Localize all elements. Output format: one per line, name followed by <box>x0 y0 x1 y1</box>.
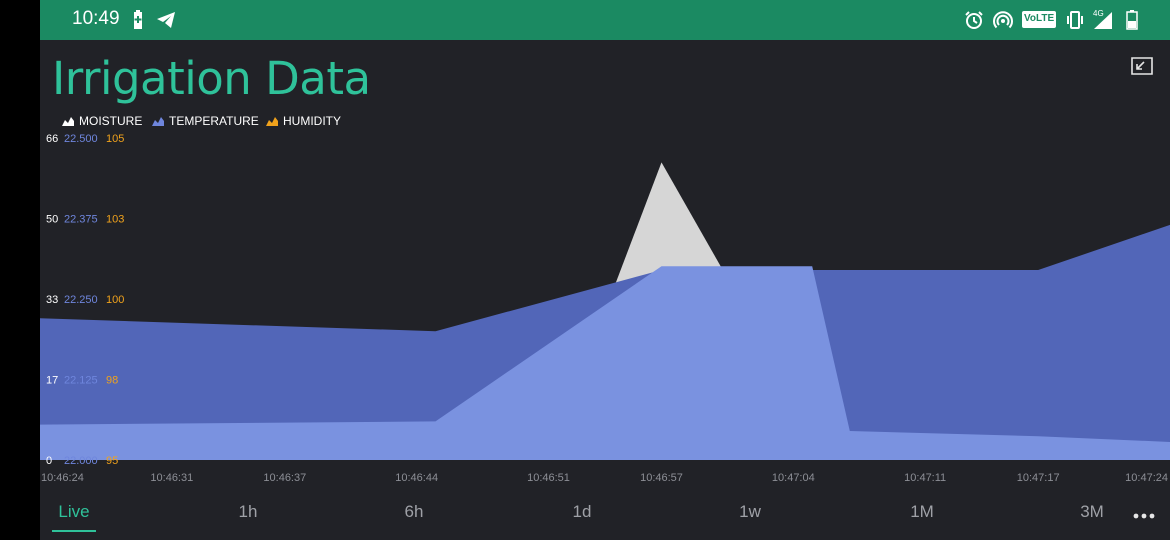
x-tick-label: 10:46:57 <box>640 472 683 484</box>
y-tick-label-humidity: 100 <box>106 294 124 306</box>
y-tick-label-moisture: 66 <box>46 133 58 145</box>
y-tick-label-temperature: 22.250 <box>64 294 98 306</box>
tab-live[interactable]: Live <box>58 502 90 521</box>
tab-1w[interactable]: 1w <box>739 502 761 521</box>
active-tab-indicator <box>52 530 96 532</box>
area-chart-icon <box>62 117 74 126</box>
irrigation-chart[interactable]: 66 50 33 17 0 22.500 22.375 22.250 22.125 22.000 1… <box>40 0 1170 496</box>
app-screen: 10:49 VoLTE 4G <box>40 0 1170 540</box>
status-bar: 10:49 VoLTE 4G <box>40 0 1170 40</box>
telegram-icon <box>157 12 175 28</box>
y-tick-label-moisture: 50 <box>46 214 58 226</box>
alarm-icon <box>965 11 983 29</box>
page-title: Irrigation Data <box>52 52 371 105</box>
y-tick-label-humidity: 105 <box>106 133 124 145</box>
x-tick-label: 10:46:37 <box>263 472 306 484</box>
network-type-label: 4G <box>1093 9 1104 18</box>
y-tick-label-moisture: 33 <box>46 294 58 306</box>
y-tick-label-temperature: 22.125 <box>64 375 98 387</box>
y-tick-label-temperature: 22.375 <box>64 214 98 226</box>
y-tick-label-temperature: 22.500 <box>64 133 98 145</box>
vibrate-icon <box>1067 11 1083 29</box>
range-tabs: Live 1h 6h 1d 1w 1M 3M <box>40 496 1170 540</box>
x-tick-label: 10:46:51 <box>527 472 570 484</box>
legend-label: TEMPERATURE <box>169 114 259 128</box>
battery-icon <box>1126 10 1138 30</box>
series-area-temperature <box>40 266 1170 460</box>
tab-1h[interactable]: 1h <box>238 502 258 521</box>
signal-icon <box>1094 12 1112 29</box>
battery-saver-icon <box>134 10 142 29</box>
legend-label: MOISTURE <box>79 114 143 128</box>
tab-3m[interactable]: 3M <box>1080 502 1104 521</box>
x-tick-label: 10:47:11 <box>904 472 946 484</box>
x-tick-label: 10:46:44 <box>395 472 438 484</box>
more-options-icon[interactable] <box>1132 510 1156 522</box>
y-tick-label-temperature: 22.000 <box>64 455 98 467</box>
exit-fullscreen-icon[interactable] <box>1130 56 1154 76</box>
x-tick-label: 10:46:24 <box>41 472 84 484</box>
x-tick-label: 10:47:24 <box>1125 472 1168 484</box>
y-tick-label-humidity: 103 <box>106 214 124 226</box>
x-tick-label: 10:47:04 <box>772 472 815 484</box>
volte-badge: VoLTE <box>1022 11 1056 28</box>
x-tick-label: 10:47:17 <box>1017 472 1060 484</box>
area-chart-icon <box>266 117 278 126</box>
y-tick-label-humidity: 98 <box>106 375 118 387</box>
area-chart-icon <box>152 117 164 126</box>
status-clock: 10:49 <box>72 8 120 29</box>
tab-1m[interactable]: 1M <box>910 502 934 521</box>
y-tick-label-humidity: 95 <box>106 455 118 467</box>
x-tick-label: 10:46:31 <box>150 472 193 484</box>
hotspot-icon <box>993 11 1013 29</box>
legend-label: HUMIDITY <box>283 114 341 128</box>
volte-label: VoLTE <box>1024 13 1055 24</box>
tab-1d[interactable]: 1d <box>572 502 592 521</box>
tab-6h[interactable]: 6h <box>404 502 424 521</box>
y-tick-label-moisture: 0 <box>46 455 52 467</box>
y-tick-label-moisture: 17 <box>46 375 58 387</box>
